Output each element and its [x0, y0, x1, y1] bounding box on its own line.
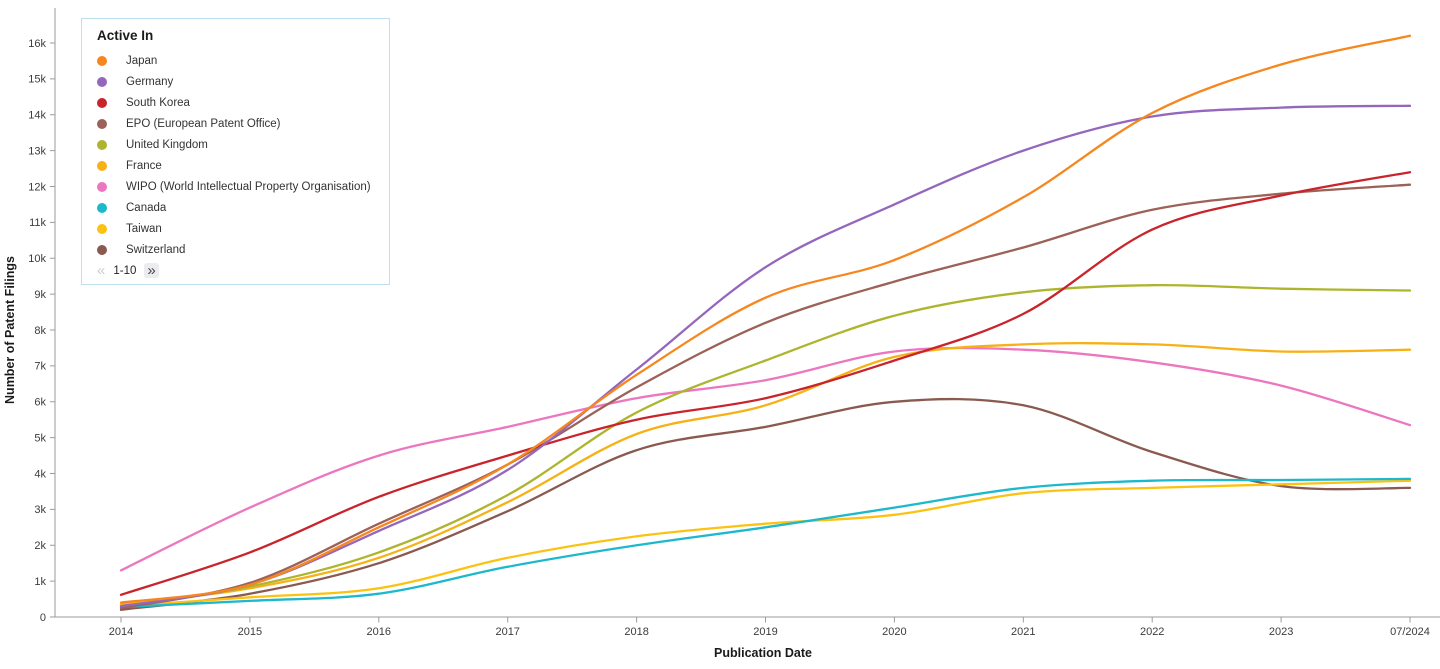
legend-item-label: France: [126, 159, 162, 172]
pagination-next-icon[interactable]: »: [144, 263, 159, 278]
y-tick-label: 6k: [34, 397, 46, 409]
y-tick-label: 14k: [28, 110, 46, 122]
x-tick-label: 2021: [1011, 626, 1035, 638]
legend-item-label: Canada: [126, 201, 167, 214]
united-kingdom-color-dot: [97, 139, 107, 150]
y-tick-label: 3k: [34, 504, 46, 516]
series-line-japan[interactable]: [119, 34, 1412, 604]
germany-color-dot: [97, 76, 107, 87]
series-line-taiwan[interactable]: [119, 479, 1412, 608]
series-line-germany[interactable]: [119, 104, 1412, 608]
y-tick-label: 7k: [34, 361, 46, 373]
y-axis-title: Number of Patent Filings: [3, 256, 17, 404]
wipo-world-intellectual-property-organisation-color-dot: [97, 181, 107, 192]
legend-item-label: Germany: [126, 75, 174, 88]
pagination-prev-icon[interactable]: «: [97, 262, 106, 279]
south-korea-color-dot: [97, 97, 107, 108]
y-tick-label: 10k: [28, 253, 46, 265]
legend-item-label: Japan: [126, 54, 158, 67]
legend-item-label: Switzerland: [126, 243, 186, 256]
series-line-united-kingdom[interactable]: [119, 283, 1412, 608]
y-tick-label: 4k: [34, 468, 46, 480]
switzerland-color-dot: [97, 244, 107, 255]
epo-european-patent-office-color-dot: [97, 118, 107, 129]
x-axis-title: Publication Date: [714, 646, 812, 660]
y-tick-label: 16k: [28, 38, 46, 50]
y-tick-label: 15k: [28, 74, 46, 86]
legend-item-label: Taiwan: [126, 222, 162, 235]
x-tick-label: 2023: [1269, 626, 1293, 638]
y-tick-label: 5k: [34, 432, 46, 444]
x-tick-label: 2018: [624, 626, 648, 638]
legend-items-list: Japan Germany South Korea EPO (European Pat…: [97, 50, 379, 260]
axes-layer: 0 1k 2k 3k 4k 5k 6k 7k 8k 9k 10k 11k 12k 13k 14k 15k 16k…: [28, 8, 1440, 638]
japan-color-dot: [97, 55, 107, 66]
x-tick-label: 2017: [495, 626, 519, 638]
legend-item-label: EPO (European Patent Office): [126, 117, 281, 130]
legend-item-canada[interactable]: Canada: [97, 197, 379, 218]
x-tick-label: 2020: [882, 626, 906, 638]
y-tick-label: 1k: [34, 576, 46, 588]
y-tick-label: 13k: [28, 145, 46, 157]
legend-item-south-korea[interactable]: South Korea: [97, 92, 379, 113]
series-line-wipo-world-intellectual-property-organisation[interactable]: [119, 346, 1412, 572]
legend-item-france[interactable]: France: [97, 155, 379, 176]
legend-item-switzerland[interactable]: Switzerland: [97, 239, 379, 260]
y-tick-label: 0: [40, 612, 46, 624]
y-tick-label: 11k: [29, 217, 46, 229]
legend-item-wipo-world-intellectual-property-organisation[interactable]: WIPO (World Intellectual Property Organi…: [97, 176, 379, 197]
x-tick-label: 07/2024: [1390, 626, 1430, 638]
y-tick-label: 9k: [34, 289, 46, 301]
x-tick-label: 2014: [109, 626, 133, 638]
series-layer: [119, 34, 1412, 611]
x-tick-label: 2022: [1140, 626, 1164, 638]
x-tick-label: 2016: [367, 626, 391, 638]
x-tick-label: 2015: [238, 626, 262, 638]
series-line-canada[interactable]: [119, 477, 1412, 609]
legend-panel: Active In Japan Germany South Korea EPO (Eu…: [81, 18, 390, 285]
y-tick-label: 12k: [28, 181, 46, 193]
series-line-switzerland[interactable]: [119, 397, 1412, 611]
legend-item-label: United Kingdom: [126, 138, 208, 151]
legend-title: Active In: [97, 28, 154, 43]
y-tick-label: 2k: [34, 540, 46, 552]
legend-item-germany[interactable]: Germany: [97, 71, 379, 92]
legend-item-epo-european-patent-office[interactable]: EPO (European Patent Office): [97, 113, 379, 134]
france-color-dot: [97, 160, 107, 171]
series-line-south-korea[interactable]: [119, 171, 1412, 596]
legend-item-japan[interactable]: Japan: [97, 50, 379, 71]
legend-pagination: « 1-10 »: [97, 263, 379, 278]
canada-color-dot: [97, 202, 107, 213]
x-tick-label: 2019: [753, 626, 777, 638]
legend-item-label: WIPO (World Intellectual Property Organi…: [126, 180, 371, 193]
y-tick-label: 8k: [34, 325, 46, 337]
taiwan-color-dot: [97, 223, 107, 234]
legend-item-united-kingdom[interactable]: United Kingdom: [97, 134, 379, 155]
series-line-france[interactable]: [119, 341, 1412, 606]
series-line-epo-european-patent-office[interactable]: [119, 183, 1412, 610]
pagination-range-label: 1-10: [113, 264, 137, 277]
legend-item-taiwan[interactable]: Taiwan: [97, 218, 379, 239]
legend-item-label: South Korea: [126, 96, 190, 109]
